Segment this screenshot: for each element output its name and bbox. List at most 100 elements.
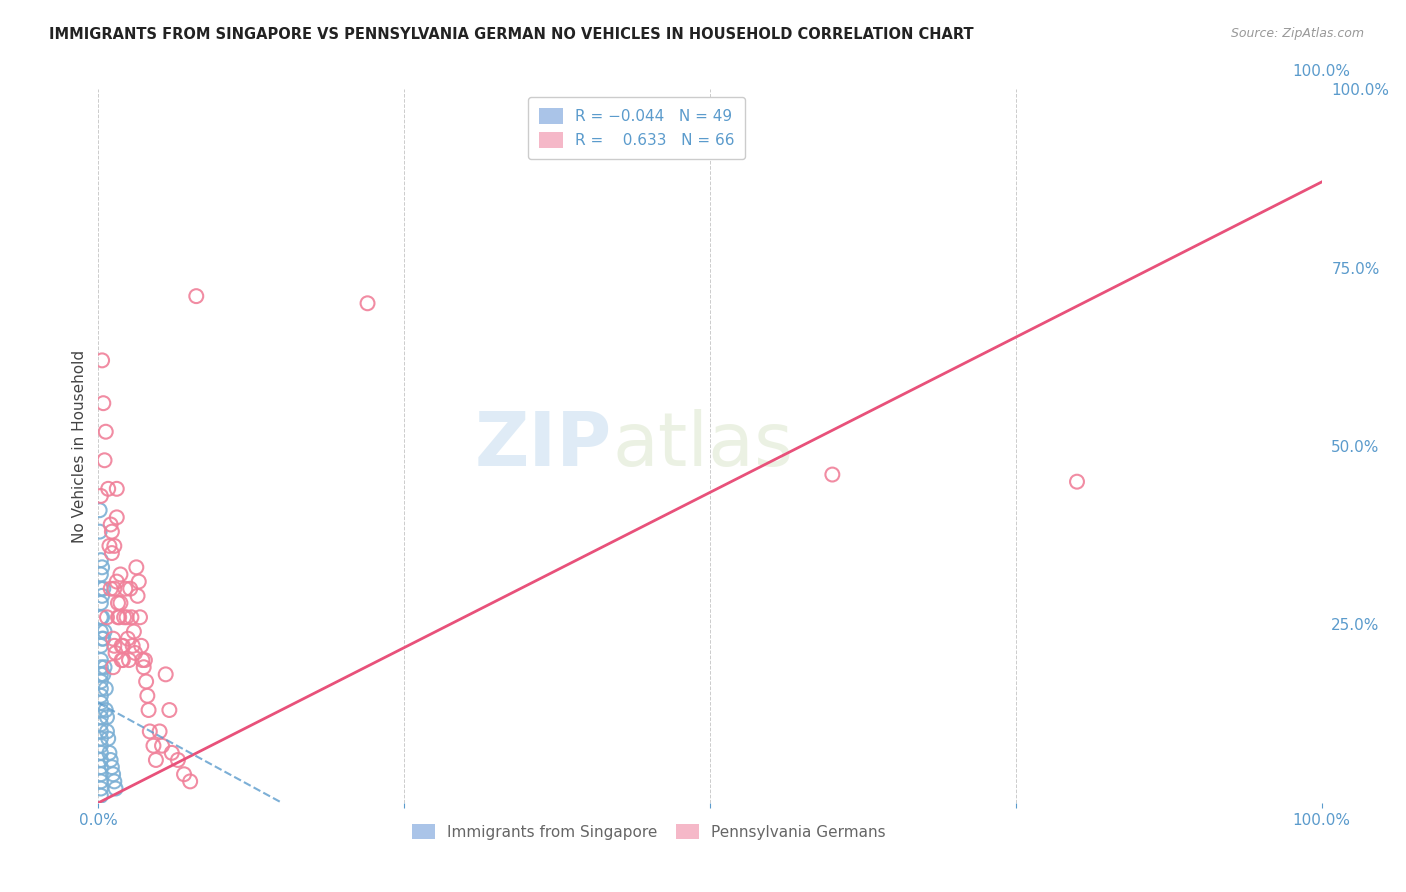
Point (155, 667, 177, 681)
Point (115, 610, 138, 624)
Point (90, 781, 112, 796)
Point (128, 574, 150, 589)
Point (157, 703, 180, 717)
Point (110, 567, 132, 582)
Point (105, 510, 128, 524)
Point (120, 582, 142, 596)
Point (105, 482, 128, 496)
Point (94, 425, 117, 439)
Point (90, 610, 112, 624)
Point (122, 624, 145, 639)
Point (173, 767, 195, 781)
Point (136, 689, 159, 703)
Point (90, 660, 112, 674)
Point (90, 667, 112, 681)
Point (90, 624, 112, 639)
Point (90, 731, 112, 746)
Point (93, 660, 115, 674)
Point (125, 560, 148, 574)
Point (98, 746, 121, 760)
Point (103, 582, 125, 596)
Point (111, 639, 134, 653)
Point (167, 753, 190, 767)
Point (90, 653, 112, 667)
Point (94, 703, 117, 717)
Point (96, 724, 118, 739)
Point (111, 639, 134, 653)
Point (186, 289, 208, 303)
Point (129, 639, 152, 653)
Point (118, 653, 141, 667)
Point (114, 582, 136, 596)
Point (139, 724, 162, 739)
Point (90, 760, 112, 774)
Point (90, 767, 112, 781)
Point (104, 646, 127, 660)
Point (127, 589, 149, 603)
Point (90, 710, 112, 724)
Point (90, 717, 112, 731)
Point (104, 781, 127, 796)
Point (110, 596, 132, 610)
Point (96, 610, 118, 624)
Point (90, 553, 112, 567)
Point (90, 689, 112, 703)
Point (91, 582, 114, 596)
Point (120, 610, 142, 624)
Text: IMMIGRANTS FROM SINGAPORE VS PENNSYLVANIA GERMAN NO VEHICLES IN HOUSEHOLD CORREL: IMMIGRANTS FROM SINGAPORE VS PENNSYLVANI… (49, 27, 974, 42)
Point (150, 739, 173, 753)
Point (90, 681, 112, 696)
Point (90, 567, 112, 582)
Point (93, 624, 115, 639)
Point (145, 753, 167, 767)
Point (103, 539, 125, 553)
Point (121, 639, 143, 653)
Point (111, 653, 134, 667)
Point (821, 467, 844, 482)
Point (1066, 475, 1088, 489)
Point (101, 546, 124, 560)
Point (90, 724, 112, 739)
Point (90, 489, 112, 503)
Point (100, 582, 122, 596)
Point (138, 703, 160, 717)
Point (108, 610, 131, 624)
Point (91, 632, 114, 646)
Point (89, 524, 111, 539)
Point (129, 610, 152, 624)
Point (90, 789, 112, 803)
Point (90, 674, 112, 689)
Point (179, 774, 201, 789)
Point (107, 596, 129, 610)
Point (100, 517, 122, 532)
Point (90, 774, 112, 789)
Point (90, 739, 112, 753)
Point (94, 681, 117, 696)
Point (117, 632, 139, 646)
Point (91, 353, 114, 368)
Point (131, 653, 153, 667)
Point (97, 482, 120, 496)
Point (90, 703, 112, 717)
Legend: Immigrants from Singapore, Pennsylvania Germans: Immigrants from Singapore, Pennsylvania … (404, 814, 894, 848)
Point (90, 746, 112, 760)
Point (101, 524, 124, 539)
Point (90, 582, 112, 596)
Point (90, 696, 112, 710)
Point (91, 560, 114, 574)
Point (135, 674, 157, 689)
Point (105, 574, 128, 589)
Y-axis label: No Vehicles in Household: No Vehicles in Household (72, 350, 87, 542)
Point (96, 710, 118, 724)
Point (111, 653, 134, 667)
Point (89, 503, 111, 517)
Point (90, 596, 112, 610)
Point (98, 539, 121, 553)
Point (103, 639, 125, 653)
Point (101, 767, 124, 781)
Point (142, 739, 165, 753)
Point (90, 639, 112, 653)
Point (91, 396, 114, 410)
Point (91, 610, 114, 624)
Point (97, 731, 120, 746)
